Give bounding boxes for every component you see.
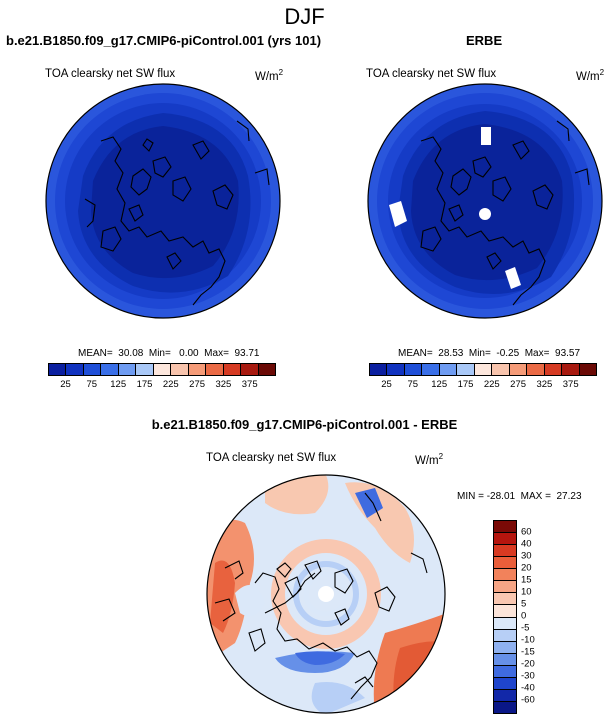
diff-cb-tick-label: -15 [521,646,535,658]
obs-colorbar-strip [369,363,597,376]
season-title: DJF [284,4,325,29]
obs-cb-tick-label: 325 [536,379,553,390]
obs-colorbar [369,363,597,376]
obs-polar-map [367,83,603,319]
diff-cb-tick-label: -5 [521,622,530,634]
diff-panel-subtitle: TOA clearsky net SW flux [206,452,337,464]
model-map-border [45,83,281,319]
diff-cb-tick-label: 20 [521,562,532,574]
obs-stats: MEAN= 28.53 Min= -0.25 Max= 93.57 [398,348,581,359]
obs-panel-subtitle: TOA clearsky net SW flux [366,68,497,80]
diff-warm-ring [271,539,381,649]
obs-cb-tick-label: 375 [562,379,579,390]
diff-panel-units: W/m2 [415,452,444,467]
diff-panel-title: b.e21.B1850.f09_g17.CMIP6-piControl.001 … [151,417,458,432]
model-panel-units: W/m2 [255,68,284,83]
model-cb-tick-label: 25 [60,379,71,390]
model-stats: MEAN= 30.08 Min= 0.00 Max= 93.71 [78,348,260,359]
diff-map-border [206,474,446,714]
obs-pole-hole [479,208,491,220]
model-cb-tick-label: 75 [86,379,98,390]
obs-missing-data-patch [389,201,407,227]
model-polar-map [45,83,281,319]
model-cb-tick-label: 175 [136,379,153,390]
model-coastlines [84,120,270,306]
diff-cool-ring [303,571,349,617]
diff-cb-tick-label: 10 [521,586,532,598]
diff-pole-hole [318,586,334,602]
obs-cb-tick-label: 175 [457,379,474,390]
obs-coastlines [420,120,590,306]
obs-missing-data-patch [505,267,521,289]
diff-cold-band [295,651,345,665]
obs-cb-tick-label: 75 [407,379,419,390]
obs-cb-tick-label: 125 [431,379,448,390]
diff-cool-patch [311,682,365,713]
model-cb-tick-label: 375 [241,379,258,390]
diff-colorbar-ticks: 60 40 30 20 15 10 5 0 -5 -10 -15 -20 -30 -40 -60 [521,520,561,712]
diff-cb-tick-label: -10 [521,634,535,646]
model-colorbar [48,363,276,376]
obs-panel-units: W/m2 [576,68,605,83]
diff-coastlines [214,492,428,700]
diff-cb-tick-label: -30 [521,670,535,682]
diff-cb-tick-label: -40 [521,682,535,694]
obs-cb-tick-label: 25 [381,379,392,390]
diff-cb-tick-label: 30 [521,550,532,562]
diff-cb-tick-label: 0 [521,610,527,622]
model-panel-title: b.e21.B1850.f09_g17.CMIP6-piControl.001 … [6,33,322,48]
model-cb-tick-label: 275 [189,379,206,390]
obs-core [411,124,563,281]
diff-warm-core [393,641,445,713]
diff-cb-tick-label: -60 [521,694,535,706]
diff-cb-tick-label: 40 [521,538,532,550]
diff-cb-tick-label: 15 [521,574,532,586]
model-cb-tick-label: 225 [162,379,179,390]
obs-cb-tick-label: 225 [483,379,500,390]
obs-colorbar-ticks: 25 75 125 175 225 275 325 375 [369,379,597,391]
diff-cb-tick-label: -20 [521,658,535,670]
model-colorbar-ticks: 25 75 125 175 225 275 325 375 [48,379,276,391]
diff-colorbar [493,520,517,714]
model-cb-tick-label: 325 [215,379,232,390]
diff-cb-tick-label: 60 [521,526,532,538]
model-colorbar-strip [48,363,276,376]
obs-cb-tick-label: 275 [510,379,527,390]
diff-polar-map [206,474,446,714]
model-core [91,126,239,279]
obs-missing-data-patch [481,127,491,145]
model-panel-subtitle: TOA clearsky net SW flux [45,68,176,80]
obs-panel-title: ERBE [466,33,503,48]
diff-cool-patch [235,585,265,617]
obs-map-border [367,83,603,319]
diff-warm-core [210,560,235,633]
diff-cb-tick-label: 5 [521,598,527,610]
diff-stats: MIN = -28.01 MAX = 27.23 [457,491,582,502]
model-cb-tick-label: 125 [110,379,127,390]
